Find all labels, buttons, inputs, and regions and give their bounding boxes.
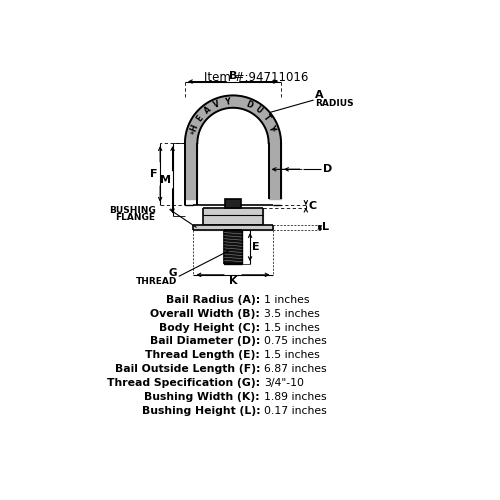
Text: B: B: [229, 71, 237, 81]
Text: Body Height (C):: Body Height (C):: [159, 322, 260, 332]
Text: 0.75 inches: 0.75 inches: [264, 336, 327, 346]
Text: A: A: [315, 90, 324, 101]
Text: 3/4"-10: 3/4"-10: [264, 378, 304, 388]
Text: C: C: [308, 202, 316, 211]
Polygon shape: [194, 225, 272, 230]
Text: E: E: [252, 242, 259, 252]
Text: 0.17 inches: 0.17 inches: [264, 406, 327, 415]
Text: BUSHING: BUSHING: [109, 206, 156, 214]
Text: V: V: [212, 100, 222, 110]
Polygon shape: [203, 208, 263, 225]
Text: Y: Y: [266, 124, 277, 132]
Text: G: G: [168, 268, 177, 278]
Text: H: H: [189, 123, 200, 132]
Text: 1 inches: 1 inches: [264, 295, 310, 305]
Text: Bail Diameter (D):: Bail Diameter (D):: [150, 336, 260, 346]
Text: Bail Radius (A):: Bail Radius (A):: [166, 295, 260, 305]
Polygon shape: [224, 230, 242, 264]
Text: Bail Outside Length (F):: Bail Outside Length (F):: [114, 364, 260, 374]
Text: 1.89 inches: 1.89 inches: [264, 392, 326, 402]
Text: 3.5 inches: 3.5 inches: [264, 308, 320, 318]
Text: U: U: [254, 105, 264, 116]
Text: THREAD: THREAD: [136, 278, 177, 286]
Text: Item #:94711016: Item #:94711016: [204, 71, 308, 84]
Text: F: F: [150, 169, 158, 179]
Text: Y: Y: [224, 97, 231, 107]
Text: T: T: [261, 113, 272, 123]
Text: D: D: [323, 164, 332, 174]
Text: Thread Specification (G):: Thread Specification (G):: [107, 378, 260, 388]
Text: 6.87 inches: 6.87 inches: [264, 364, 326, 374]
Text: 1.5 inches: 1.5 inches: [264, 322, 320, 332]
Text: A: A: [202, 105, 212, 116]
Text: M: M: [160, 174, 171, 184]
Text: 1.5 inches: 1.5 inches: [264, 350, 320, 360]
Text: D: D: [244, 100, 254, 110]
Text: *: *: [190, 132, 194, 140]
Polygon shape: [185, 143, 198, 199]
Text: FLANGE: FLANGE: [116, 214, 156, 222]
Text: Thread Length (E):: Thread Length (E):: [145, 350, 260, 360]
Text: Bushing Width (K):: Bushing Width (K):: [144, 392, 260, 402]
Text: Bushing Height (L):: Bushing Height (L):: [142, 406, 260, 415]
Polygon shape: [268, 143, 281, 199]
Bar: [225, 198, 241, 208]
Text: RADIUS: RADIUS: [315, 100, 354, 108]
Text: K: K: [229, 276, 237, 286]
Text: E: E: [194, 114, 205, 123]
Text: *: *: [272, 128, 276, 137]
Text: L: L: [322, 222, 329, 232]
Text: Overall Width (B):: Overall Width (B):: [150, 308, 260, 318]
Polygon shape: [185, 96, 281, 143]
